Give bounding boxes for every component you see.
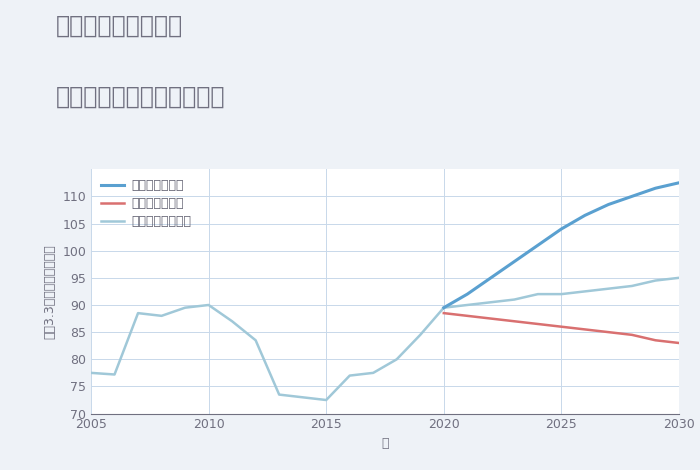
ノーマルシナリオ [87,370,95,376]
ノーマルシナリオ [111,372,119,377]
Text: 中古マンションの価格推移: 中古マンションの価格推移 [56,85,225,109]
ノーマルシナリオ [604,286,612,291]
ノーマルシナリオ [158,313,166,319]
バッドシナリオ [651,337,659,343]
ノーマルシナリオ [204,302,213,308]
Y-axis label: 坪（3.3㎡）単価（万円）: 坪（3.3㎡）単価（万円） [43,244,57,339]
グッドシナリオ [651,185,659,191]
X-axis label: 年: 年 [382,437,388,450]
ノーマルシナリオ [510,297,519,302]
グッドシナリオ [510,258,519,264]
グッドシナリオ [533,243,542,248]
ノーマルシナリオ [181,305,189,311]
グッドシナリオ [628,194,636,199]
バッドシナリオ [440,310,448,316]
Line: グッドシナリオ: グッドシナリオ [444,183,679,308]
バッドシナリオ [675,340,683,346]
ノーマルシナリオ [675,275,683,281]
ノーマルシナリオ [393,356,401,362]
グッドシナリオ [557,226,566,232]
バッドシナリオ [463,313,472,319]
グッドシナリオ [486,275,495,281]
ノーマルシナリオ [651,278,659,283]
ノーマルシナリオ [251,337,260,343]
ノーマルシナリオ [416,332,424,337]
ノーマルシナリオ [275,392,284,398]
バッドシナリオ [533,321,542,327]
ノーマルシナリオ [557,291,566,297]
バッドシナリオ [628,332,636,337]
ノーマルシナリオ [628,283,636,289]
グッドシナリオ [463,291,472,297]
グッドシナリオ [675,180,683,186]
グッドシナリオ [440,305,448,311]
Legend: グッドシナリオ, バッドシナリオ, ノーマルシナリオ: グッドシナリオ, バッドシナリオ, ノーマルシナリオ [97,175,195,232]
ノーマルシナリオ [228,319,237,324]
ノーマルシナリオ [581,289,589,294]
Text: 千葉県市原市風戸の: 千葉県市原市風戸の [56,14,183,38]
ノーマルシナリオ [440,305,448,311]
ノーマルシナリオ [322,397,330,403]
グッドシナリオ [581,212,589,218]
Line: バッドシナリオ: バッドシナリオ [444,313,679,343]
ノーマルシナリオ [463,302,472,308]
バッドシナリオ [581,327,589,332]
バッドシナリオ [557,324,566,329]
バッドシナリオ [604,329,612,335]
ノーマルシナリオ [298,394,307,400]
バッドシナリオ [486,316,495,321]
ノーマルシナリオ [369,370,377,376]
バッドシナリオ [510,319,519,324]
ノーマルシナリオ [346,373,354,378]
ノーマルシナリオ [134,310,142,316]
ノーマルシナリオ [486,299,495,305]
グッドシナリオ [604,202,612,207]
ノーマルシナリオ [533,291,542,297]
Line: ノーマルシナリオ: ノーマルシナリオ [91,278,679,400]
